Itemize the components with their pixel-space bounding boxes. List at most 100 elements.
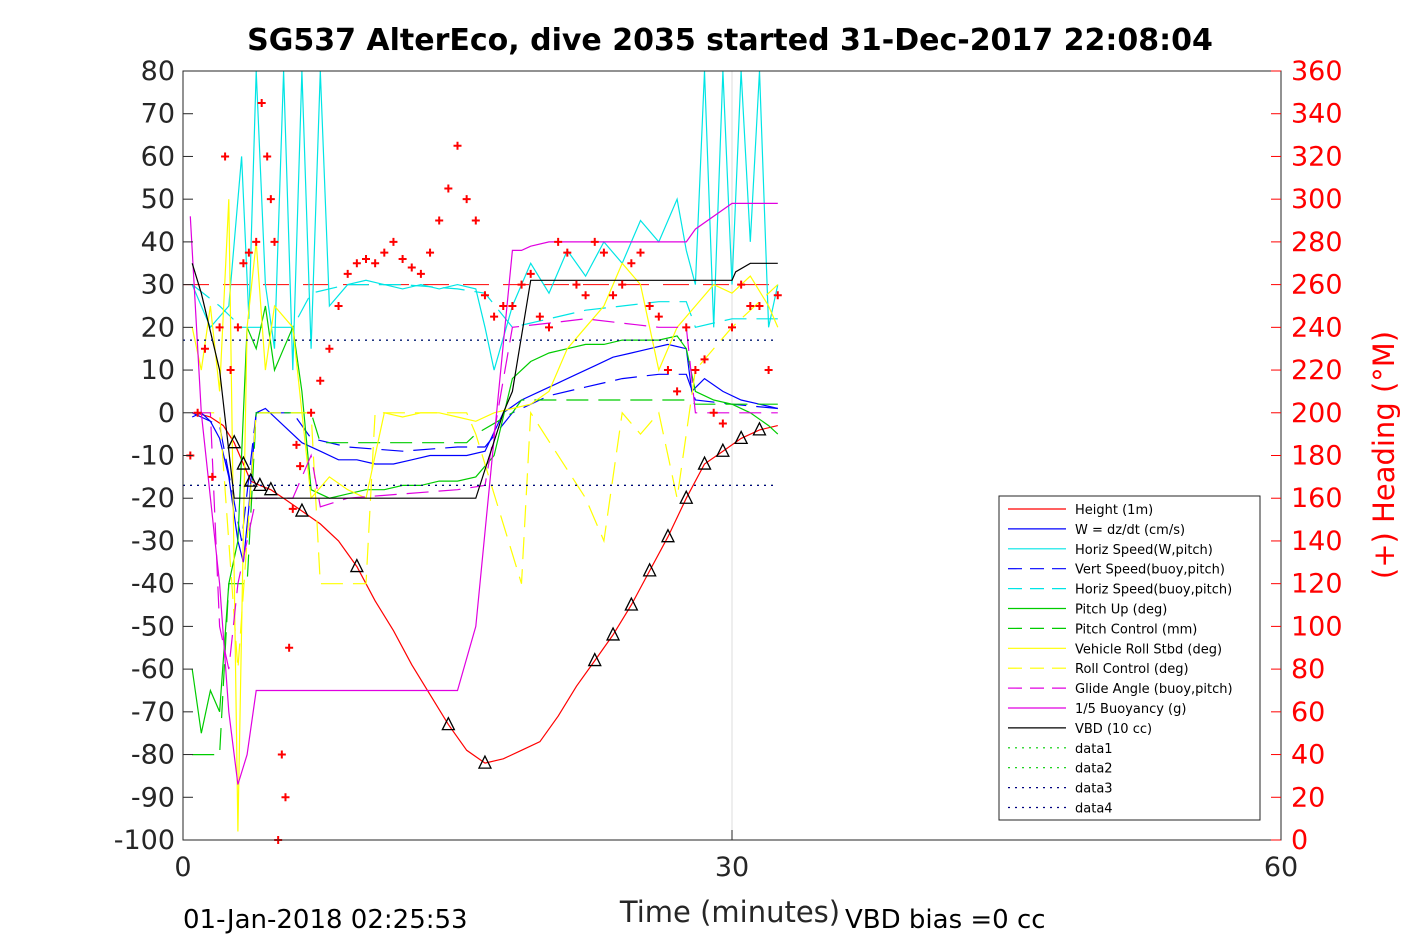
series-line-11 — [191, 262, 778, 499]
heading-point — [252, 237, 261, 246]
footer-timestamp: 01-Jan-2018 02:25:53 — [183, 905, 468, 935]
heading-point — [654, 312, 663, 321]
heading-point — [627, 259, 636, 268]
series-line-10 — [189, 202, 778, 785]
heading-point — [700, 355, 709, 364]
triangle-marker — [587, 652, 602, 667]
heading-point — [444, 184, 453, 193]
heading-point — [226, 366, 235, 375]
heading-point — [691, 366, 700, 375]
heading-point — [718, 419, 727, 428]
y-tick-label: 10 — [141, 355, 175, 386]
triangle-marker — [697, 455, 712, 470]
heading-point — [288, 504, 297, 513]
triangle-marker — [679, 489, 694, 504]
x-axis-label: Time (minutes) — [619, 895, 840, 929]
heading-point — [764, 366, 773, 375]
y-tick-label: -50 — [131, 611, 175, 642]
y-tick-label: -60 — [131, 654, 175, 685]
legend-label: data2 — [1075, 762, 1113, 777]
triangle-marker — [252, 476, 267, 492]
heading-point — [554, 237, 563, 246]
heading-point — [618, 280, 627, 289]
series-line-2 — [191, 70, 779, 371]
heading-point — [285, 643, 294, 652]
heading-point — [307, 408, 316, 417]
y-tick-label: -20 — [131, 483, 175, 514]
heading-point — [426, 248, 435, 257]
triangle-marker — [752, 421, 767, 436]
y-right-tick-label: 240 — [1291, 312, 1343, 343]
heading-point — [471, 216, 480, 225]
triangle-marker — [734, 429, 749, 445]
y-tick-label: 0 — [158, 398, 175, 429]
heading-point — [380, 248, 389, 257]
legend-label: 1/5 Buoyancy (g) — [1075, 702, 1186, 717]
right-axis: 3603403203002802602402202001801601401201… — [1271, 56, 1343, 856]
y-tick-label: -30 — [131, 526, 175, 557]
heading-point — [416, 269, 425, 278]
triangle-marker — [243, 472, 258, 487]
series-line-0 — [195, 412, 778, 764]
x-tick-label: 60 — [1264, 852, 1298, 883]
heading-point — [244, 248, 253, 257]
triangle-marker — [441, 716, 456, 731]
heading-point — [663, 366, 672, 375]
heading-point — [389, 237, 398, 246]
heading-point — [343, 269, 352, 278]
triangle-marker — [715, 442, 730, 457]
y-right-tick-label: 20 — [1291, 782, 1325, 813]
heading-point — [581, 291, 590, 300]
heading-point — [590, 237, 599, 246]
heading-point — [325, 344, 334, 353]
triangle-marker — [236, 455, 251, 470]
heading-point — [334, 301, 343, 310]
series-line-8 — [192, 284, 779, 670]
y-right-tick-label: 40 — [1291, 740, 1325, 771]
y-right-tick-label: 120 — [1291, 569, 1343, 600]
heading-point — [499, 301, 508, 310]
heading-point — [517, 280, 526, 289]
legend-label: Vert Speed(buoy,pitch) — [1075, 563, 1225, 578]
left-axis: 80 70 60 50 40 30 20 10 0 -10 -20 -30 -40 -50 -60 -70 -8… — [114, 56, 193, 856]
y-tick-label: -80 — [131, 740, 175, 771]
heading-point — [239, 259, 248, 268]
heading-point — [270, 237, 279, 246]
y-right-tick-label: 320 — [1291, 141, 1343, 172]
legend-label: W = dz/dt (cm/s) — [1075, 523, 1185, 538]
heading-point — [645, 301, 654, 310]
heading-point — [435, 216, 444, 225]
heading-point — [362, 254, 370, 263]
heading-point — [755, 301, 764, 310]
triangle-marker — [477, 754, 493, 769]
y-tick-label: 80 — [141, 56, 175, 87]
heading-point — [316, 376, 325, 385]
triangle-marker — [294, 502, 310, 517]
y-tick-label: -40 — [131, 569, 175, 600]
y-right-tick-label: 340 — [1291, 99, 1343, 130]
y-tick-label: 20 — [141, 312, 175, 343]
right-axis-label: (+) Heading (°M) — [1367, 331, 1401, 579]
heading-point — [277, 750, 286, 759]
y-right-tick-label: 200 — [1291, 398, 1343, 429]
y-right-tick-label: 220 — [1291, 355, 1343, 386]
triangle-marker — [605, 626, 621, 641]
y-right-tick-label: 60 — [1291, 697, 1325, 728]
x-tick-label: 0 — [174, 852, 191, 883]
triangle-marker — [624, 596, 639, 611]
y-right-tick-label: 100 — [1291, 611, 1343, 642]
chart-title: SG537 AlterEco, dive 2035 started 31-Dec… — [247, 23, 1213, 58]
legend-label: Pitch Up (deg) — [1075, 603, 1167, 618]
heading-point — [193, 408, 202, 417]
heading-point — [709, 408, 718, 417]
series-layer — [183, 70, 782, 844]
heading-point — [292, 440, 301, 449]
y-right-tick-label: 360 — [1291, 56, 1343, 87]
legend-label: Height (1m) — [1075, 503, 1153, 518]
y-tick-label: 60 — [141, 141, 175, 172]
legend: Height (1m) W = dz/dt (cm/s) Horiz Speed(W… — [998, 495, 1261, 821]
y-right-tick-label: 140 — [1291, 526, 1343, 557]
heading-point — [453, 141, 462, 150]
heading-point — [257, 99, 266, 108]
